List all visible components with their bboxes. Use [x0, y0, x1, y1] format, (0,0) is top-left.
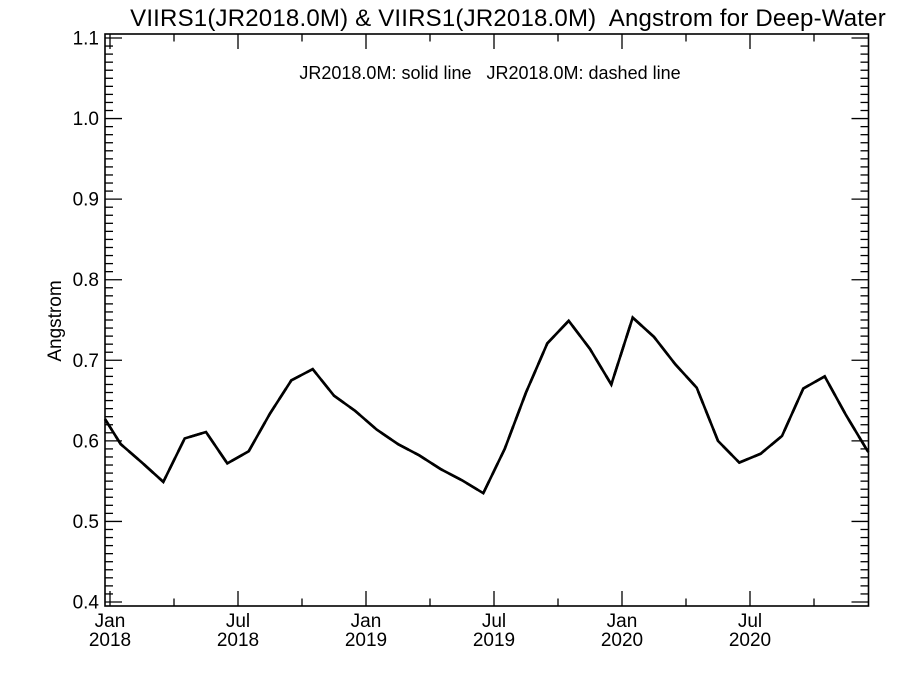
- y-tick-label: 1.1: [73, 29, 99, 50]
- x-tick-label-month: Jul: [226, 611, 250, 632]
- x-tick-label-year: 2019: [473, 630, 515, 651]
- x-tick-label-month: Jan: [351, 611, 382, 632]
- series-solid-line: [103, 315, 870, 496]
- x-tick-label-month: Jan: [607, 611, 638, 632]
- y-tick-label: 0.7: [73, 351, 99, 372]
- y-tick-label: 0.5: [73, 512, 99, 533]
- y-tick-label: 0.6: [73, 431, 99, 452]
- y-tick-label: 1.0: [73, 109, 99, 130]
- plot-generated-layer: 0.40.50.60.70.80.91.01.1Jan2018Jul2018Ja…: [73, 29, 870, 651]
- y-tick-label: 0.8: [73, 270, 99, 291]
- x-tick-label-year: 2018: [89, 630, 131, 651]
- x-tick-label-month: Jan: [95, 611, 126, 632]
- y-axis-title: Angstrom: [45, 280, 66, 361]
- x-tick-label-year: 2020: [601, 630, 643, 651]
- x-tick-label-month: Jul: [738, 611, 762, 632]
- x-tick-label-month: Jul: [482, 611, 506, 632]
- series-dashed-line: [103, 315, 870, 496]
- x-tick-label-year: 2018: [217, 630, 259, 651]
- legend-note: JR2018.0M: solid line JR2018.0M: dashed …: [299, 63, 680, 83]
- chart-title: VIIRS1(JR2018.0M) & VIIRS1(JR2018.0M) An…: [130, 5, 886, 32]
- x-tick-label-year: 2020: [729, 630, 771, 651]
- plot-frame: [104, 33, 870, 607]
- y-tick-label: 0.4: [73, 593, 100, 614]
- x-tick-label-year: 2019: [345, 630, 387, 651]
- y-tick-label: 0.9: [73, 190, 99, 211]
